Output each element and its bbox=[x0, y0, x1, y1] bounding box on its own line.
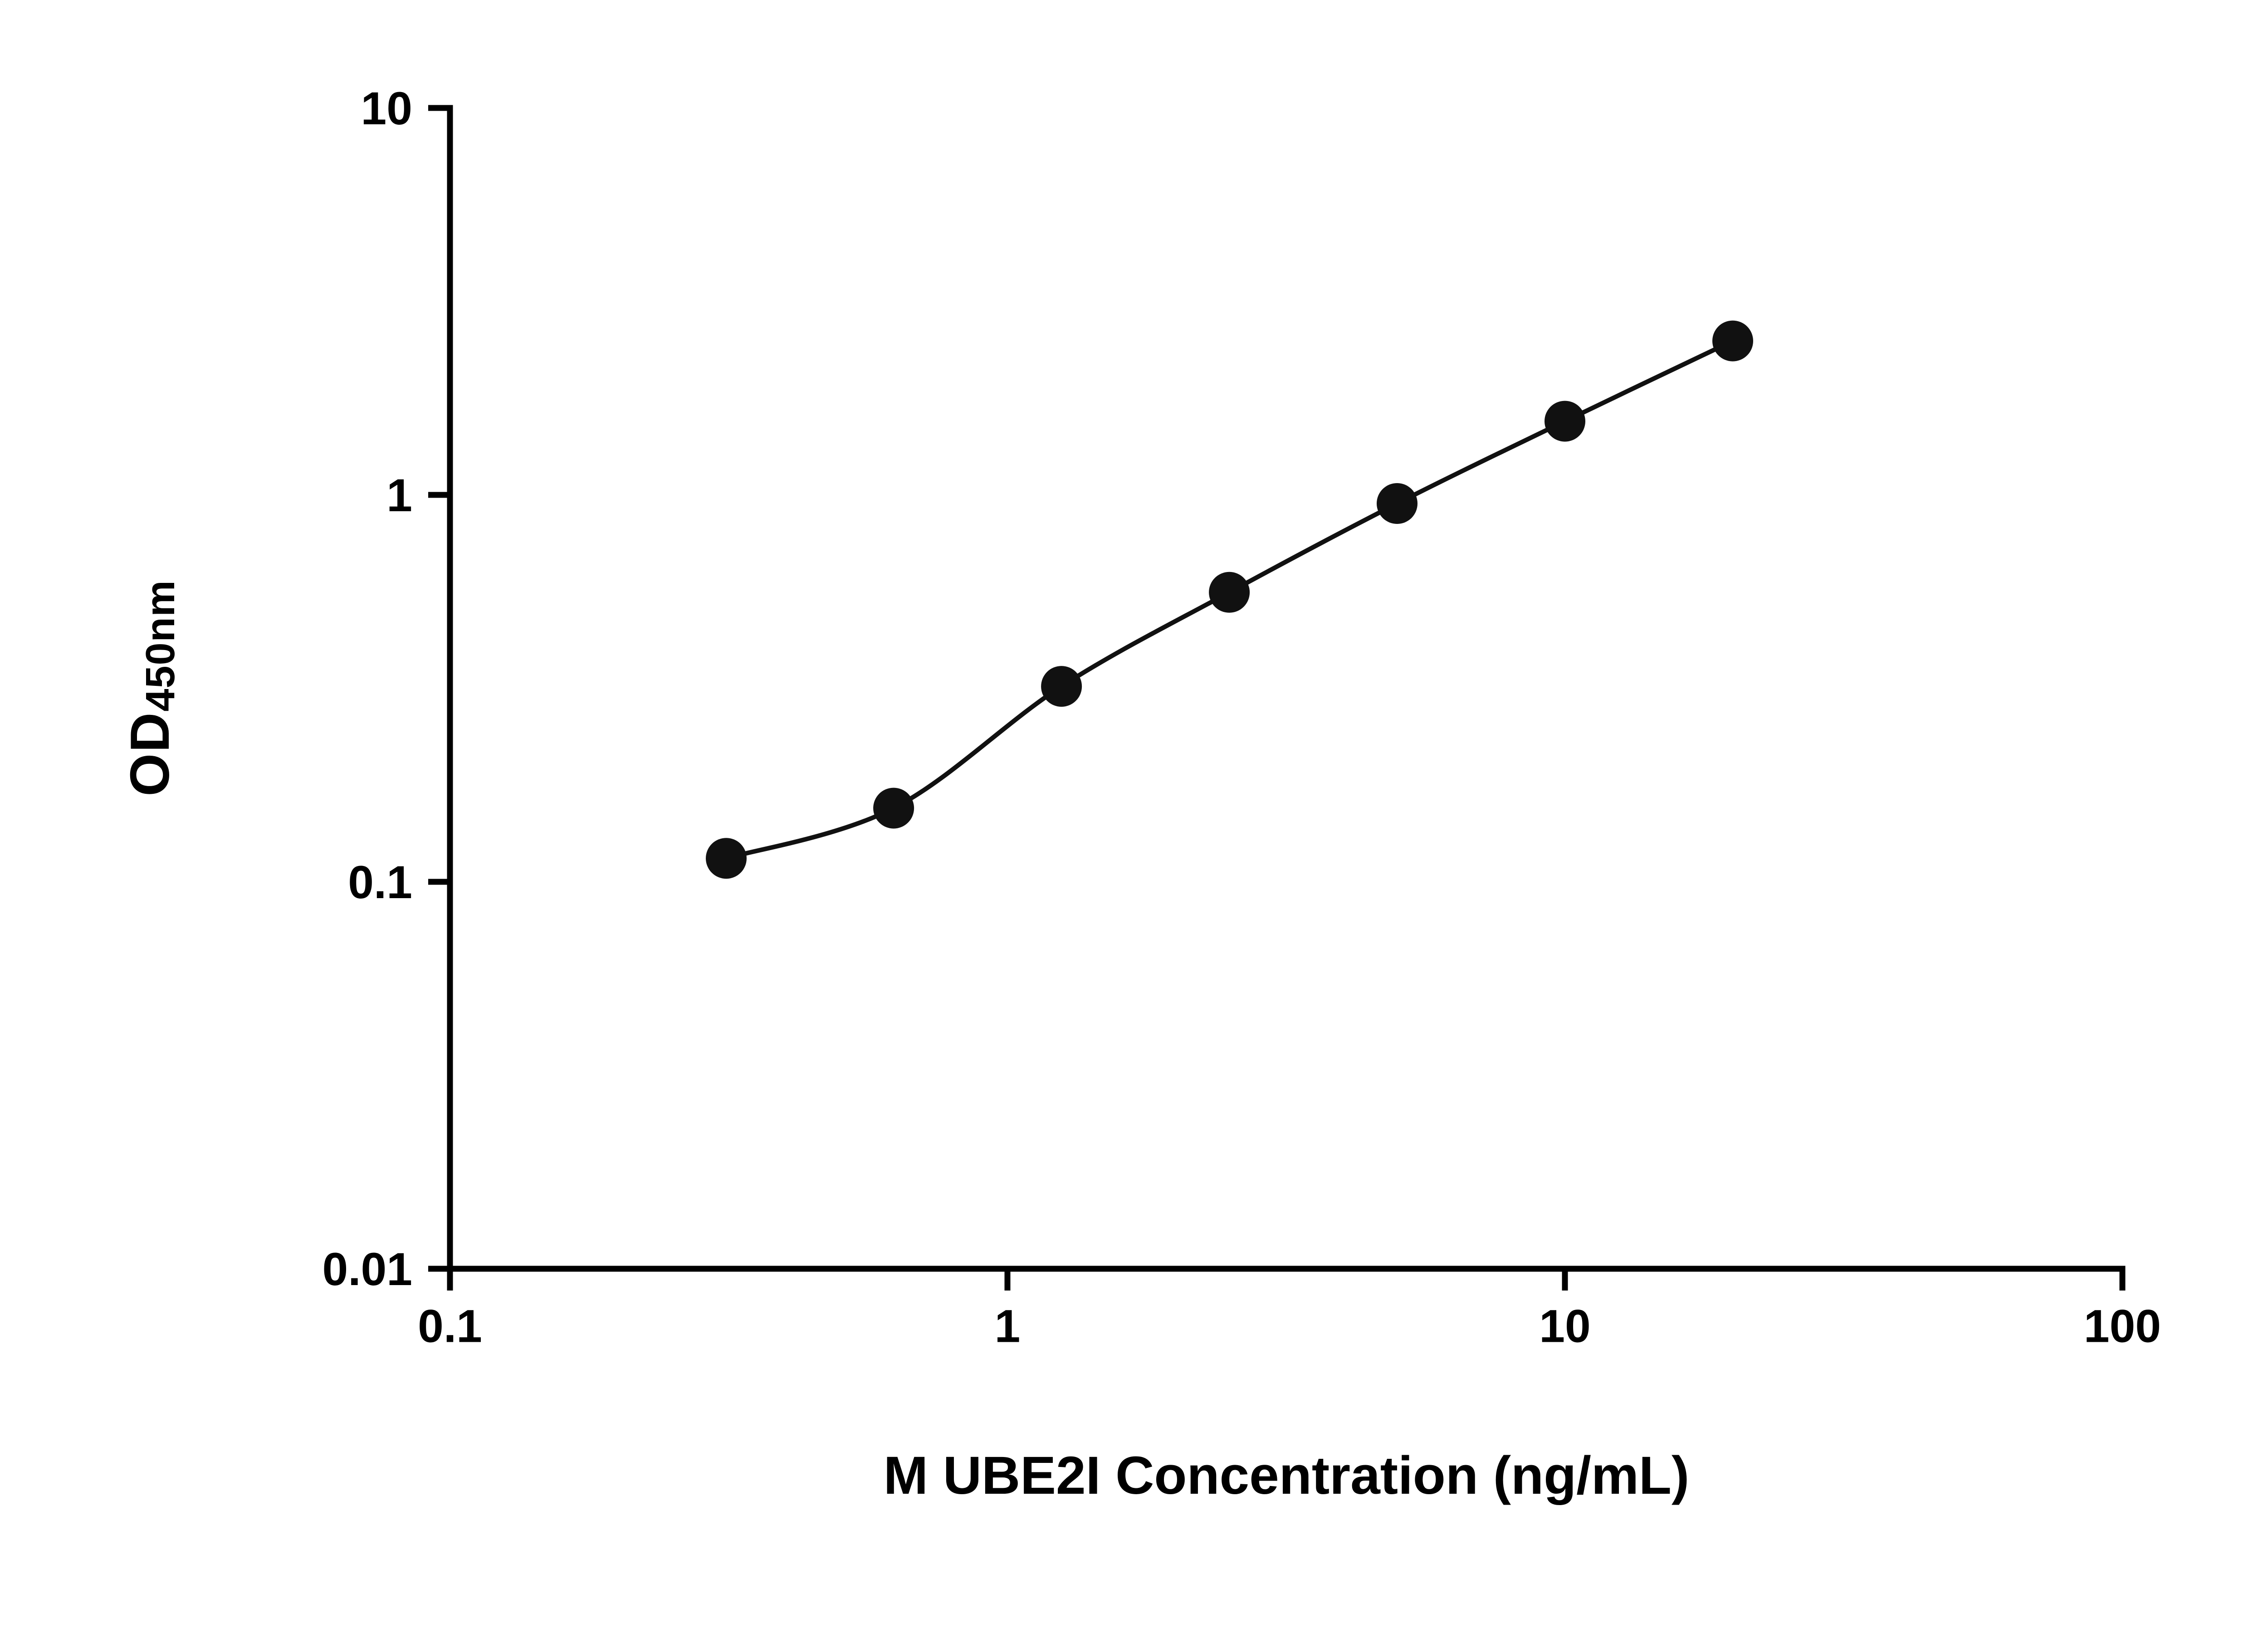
y-axis-title-main: OD bbox=[119, 711, 181, 797]
y-axis-title-sub: 450nm bbox=[138, 580, 183, 712]
x-tick-label: 10 bbox=[1539, 1301, 1590, 1352]
data-point bbox=[1209, 572, 1250, 613]
y-tick-label: 0.01 bbox=[322, 1243, 412, 1295]
data-point bbox=[1041, 666, 1082, 707]
data-point bbox=[706, 838, 747, 879]
data-point bbox=[1545, 401, 1585, 442]
data-point bbox=[873, 787, 914, 829]
data-point bbox=[1377, 483, 1418, 524]
x-tick-label: 100 bbox=[2084, 1301, 2161, 1352]
y-tick-label: 0.1 bbox=[348, 856, 412, 908]
x-tick-label: 0.1 bbox=[418, 1301, 482, 1352]
data-point bbox=[1712, 320, 1753, 362]
axis-lines bbox=[447, 105, 2126, 1272]
y-tick-label: 1 bbox=[386, 469, 412, 521]
y-tick-label: 10 bbox=[361, 83, 412, 134]
x-axis-title: M UBE2I Concentration (ng/mL) bbox=[883, 1446, 1690, 1506]
x-tick-label: 1 bbox=[995, 1301, 1021, 1352]
y-axis-title: OD450nm bbox=[118, 580, 183, 797]
